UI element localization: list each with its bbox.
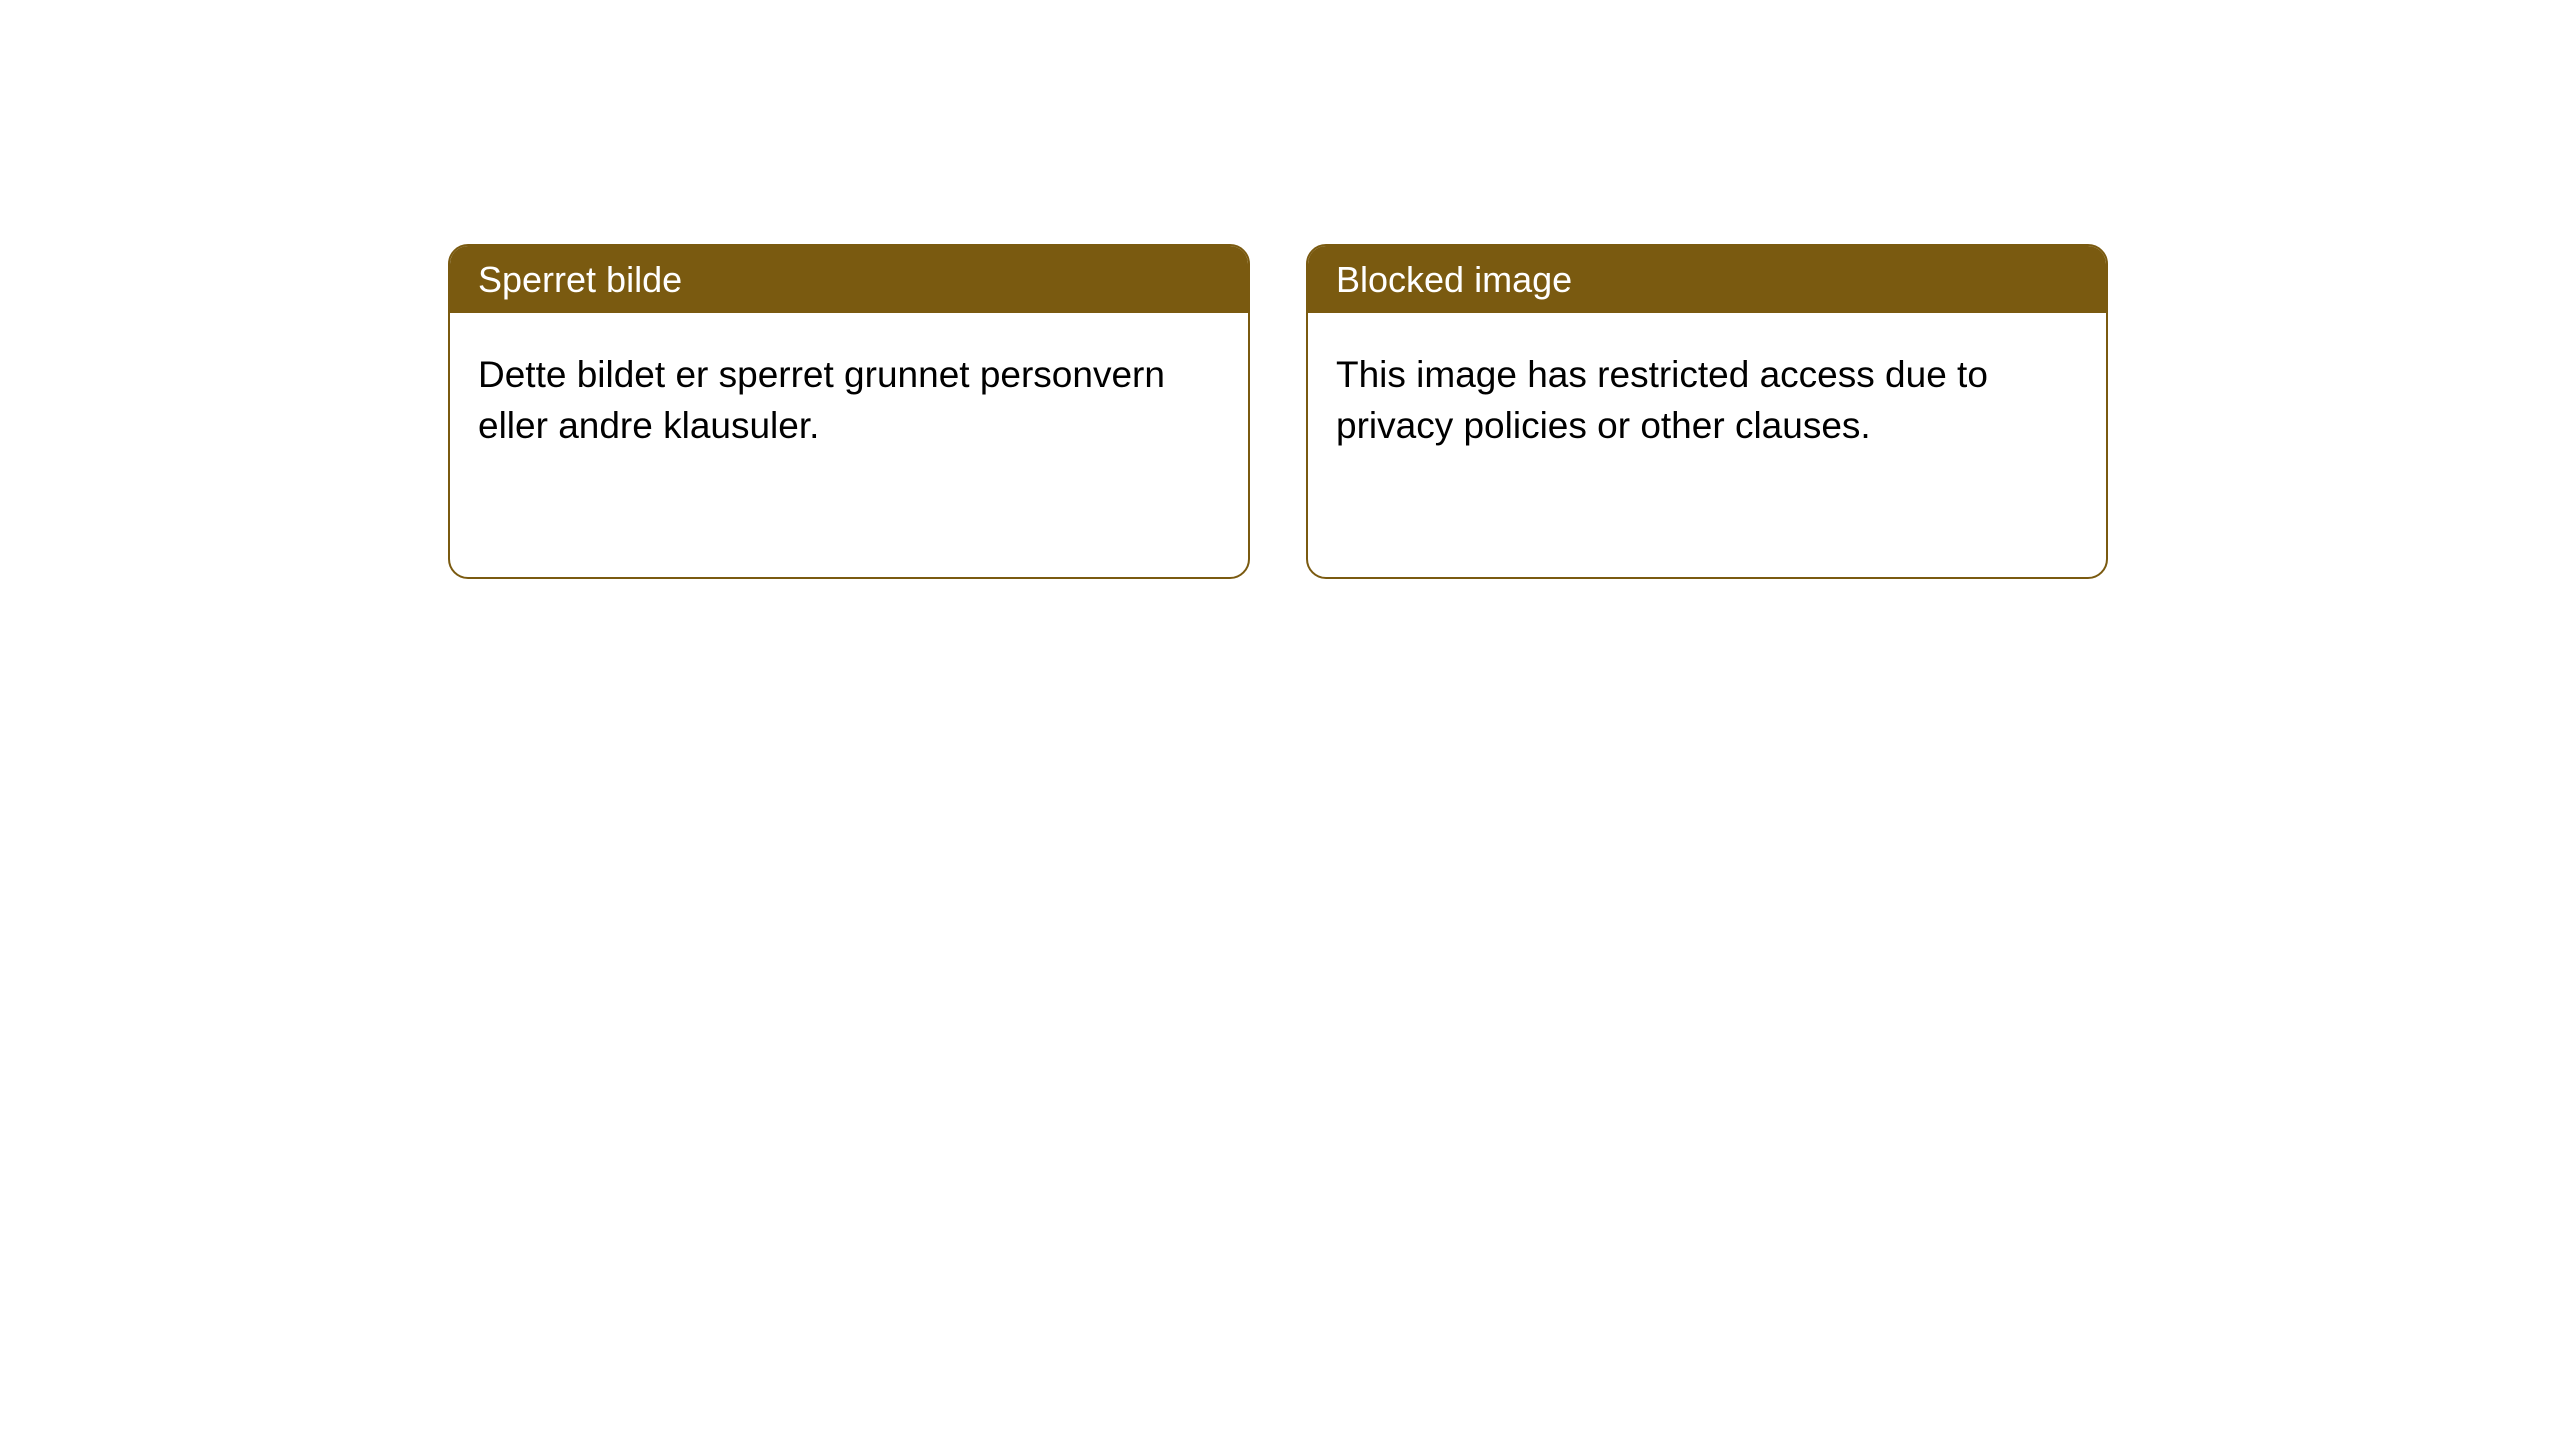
card-header: Blocked image (1308, 246, 2106, 313)
card-header: Sperret bilde (450, 246, 1248, 313)
card-body: This image has restricted access due to … (1308, 313, 2106, 479)
card-title: Blocked image (1336, 259, 1572, 300)
blocked-image-card-en: Blocked image This image has restricted … (1306, 244, 2108, 579)
notice-card-container: Sperret bilde Dette bildet er sperret gr… (0, 0, 2560, 579)
blocked-image-card-no: Sperret bilde Dette bildet er sperret gr… (448, 244, 1250, 579)
card-body-text: This image has restricted access due to … (1336, 354, 1988, 446)
card-body-text: Dette bildet er sperret grunnet personve… (478, 354, 1165, 446)
card-title: Sperret bilde (478, 259, 682, 300)
card-body: Dette bildet er sperret grunnet personve… (450, 313, 1248, 479)
